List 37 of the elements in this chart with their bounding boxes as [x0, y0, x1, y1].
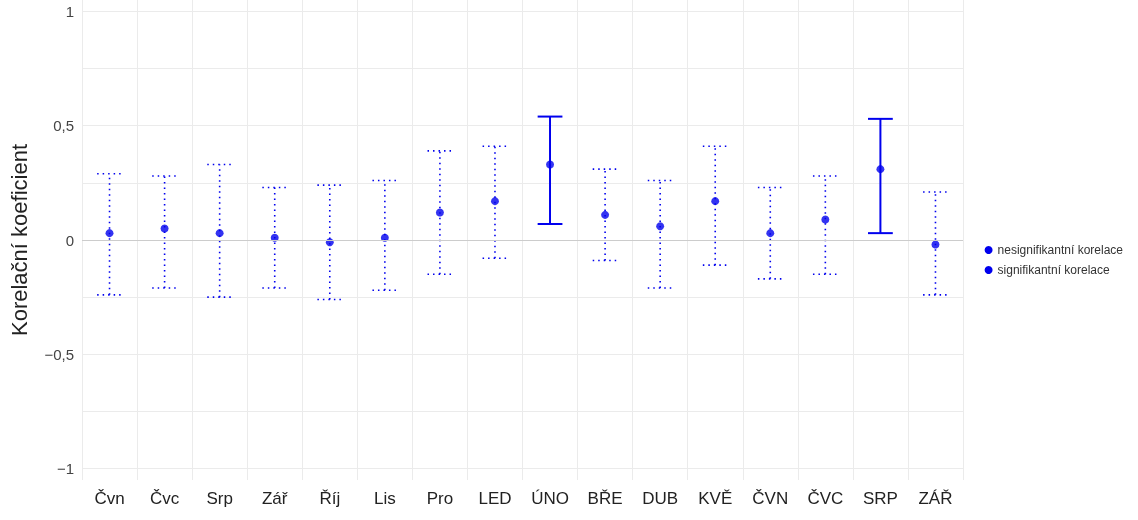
x-tick-label: Čvc: [149, 489, 180, 508]
x-tick-label: ZÁŘ: [918, 489, 953, 508]
point: [876, 165, 885, 174]
legend-label: signifikantní korelace: [997, 263, 1110, 277]
y-tick-label: 1: [65, 2, 74, 20]
x-tick-label: LED: [478, 489, 512, 508]
x-tick-label: SRP: [862, 489, 898, 508]
point: [821, 215, 830, 224]
y-tick-label: 0,5: [53, 117, 74, 135]
x-tick-label: ÚNO: [531, 489, 569, 508]
x-tick-label: ČVC: [807, 489, 844, 508]
x-tick-label: Lis: [373, 489, 396, 508]
point: [160, 224, 169, 233]
point: [931, 240, 940, 249]
y-tick-label: −0,5: [44, 345, 74, 363]
x-tick-label: Zář: [261, 489, 288, 508]
x-tick-label: Srp: [206, 489, 233, 508]
point: [105, 229, 114, 238]
x-tick-label: BŘE: [587, 489, 623, 508]
point: [601, 210, 610, 219]
y-axis-title: Korelační koeficient: [6, 144, 32, 336]
x-tick-label: KVĚ: [698, 489, 733, 508]
x-tick-label: DUB: [642, 489, 679, 508]
x-tick-label: Říj: [319, 489, 341, 508]
x-tick-label: Pro: [426, 489, 454, 508]
point: [435, 208, 444, 217]
x-tick-label: Čvn: [94, 489, 125, 508]
legend-label: nesignifikantní korelace: [997, 243, 1124, 257]
point: [215, 229, 224, 238]
point: [546, 160, 555, 169]
point: [490, 197, 499, 206]
point: [656, 222, 665, 231]
point: [766, 229, 775, 238]
point: [711, 197, 720, 206]
y-tick-label: 0: [65, 231, 74, 249]
y-tick-label: −1: [56, 460, 74, 478]
x-tick-label: ČVN: [752, 489, 789, 508]
